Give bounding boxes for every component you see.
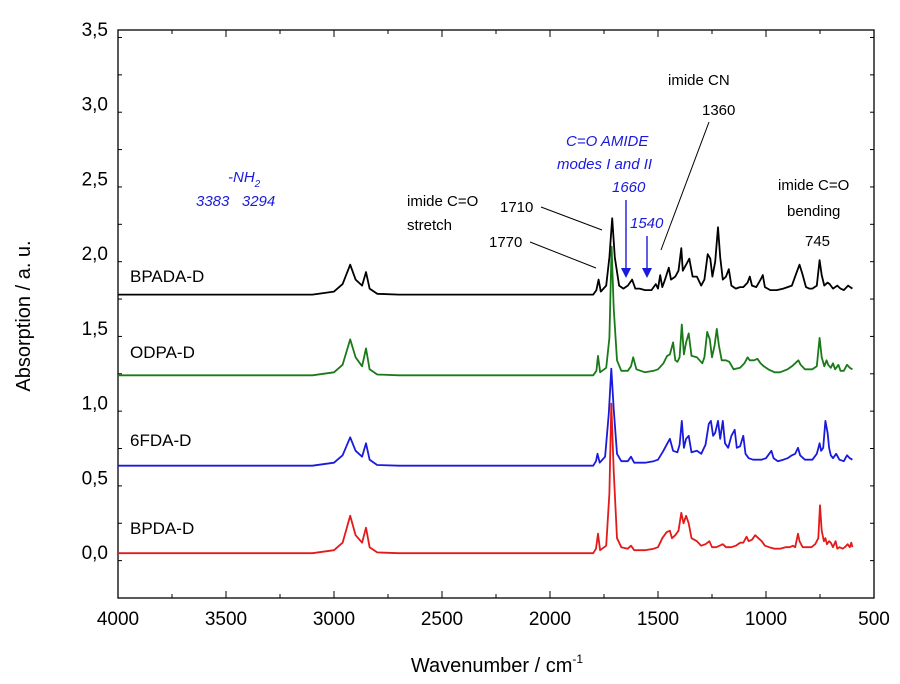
x-axis-title-superscript: -1 [572,652,583,666]
x-tick-label: 2000 [529,609,571,630]
y-tick-label: 0,5 [82,468,108,489]
series-label-odpa: ODPA-D [130,343,195,362]
annotation-nh2-main: -NH [228,169,255,186]
annotation-peak-1710: 1710 [500,199,533,216]
y-tick-label: 1,5 [82,319,108,340]
x-tick-label: 1500 [637,609,679,630]
series-label-bpada: BPADA-D [130,267,204,286]
annotation-imide-co-bending-2: bending [787,203,840,220]
y-tick-label: 1,0 [82,394,108,415]
series-layer [118,217,854,555]
x-tick-label: 4000 [97,609,139,630]
annotation-amide-1540: 1540 [630,215,664,232]
annotation-amide-1660: 1660 [612,179,646,196]
annotation-peak-1770: 1770 [489,234,522,251]
x-axis-title: Wavenumber / cm-1 [411,652,584,677]
x-axis-title-main: Wavenumber / cm [411,655,573,677]
x-tick-label: 3500 [205,609,247,630]
y-tick-label: 3,5 [82,20,108,41]
annotation-imide-cn: imide CN [668,72,730,89]
leader-1770 [529,241,597,269]
series-label-6fda: 6FDA-D [130,431,191,450]
y-tick-label: 2,5 [82,169,108,190]
series-line-bpda-d [118,402,854,555]
leader-1360 [660,121,710,251]
x-tick-label: 2500 [421,609,463,630]
y-axis-title: Absorption / a. u. [13,240,35,391]
annotation-nh2-sub: 2 [254,179,261,190]
annotation-imide-co-stretch-1: imide C=O [407,193,478,210]
annotation-amide-line1: C=O AMIDE [566,133,649,150]
arrow-1660-head [621,268,631,278]
series-line-odpa-d [118,245,853,377]
x-tick-label: 3000 [313,609,355,630]
y-tick-label: 0,0 [82,543,108,564]
annotation-nh2-values: 3383 3294 [196,193,275,210]
leader-1710 [540,206,603,231]
annotation-amide-line2: modes I and II [557,156,652,173]
x-tick-label: 1000 [745,609,787,630]
y-tick-label: 2,0 [82,244,108,265]
annotation-peak-745: 745 [805,233,830,250]
series-label-bpda: BPDA-D [130,519,194,538]
plot-frame [117,29,875,599]
annotation-imide-co-bending-1: imide C=O [778,177,849,194]
series-line-6fda-d [118,367,853,467]
series-line-bpada-d [118,217,853,296]
y-tick-label: 3,0 [82,95,108,116]
annotation-imide-co-stretch-2: stretch [407,217,452,234]
annotation-nh2: -NH2 [228,169,261,190]
annotation-peak-1360: 1360 [702,102,735,119]
arrow-1540-head [642,268,652,278]
x-tick-label: 500 [858,609,890,630]
